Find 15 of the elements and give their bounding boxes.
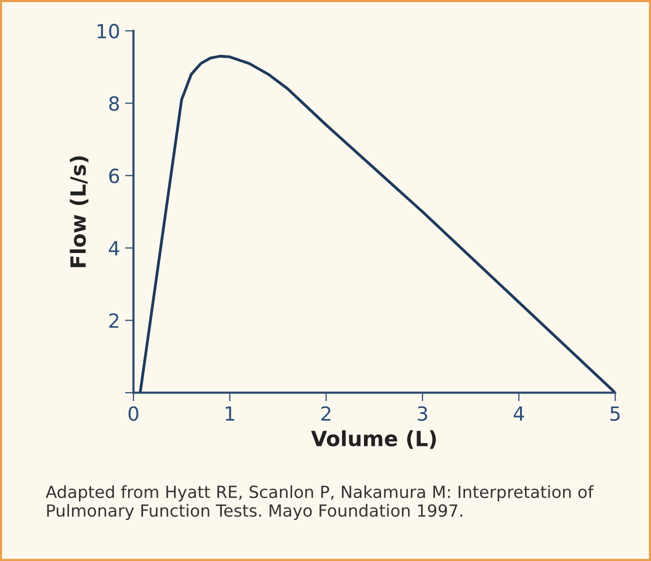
x-tick-label: 0 [128, 406, 138, 421]
y-tick-label: 2 [109, 313, 118, 328]
x-tick-label: 2 [321, 406, 330, 421]
y-tick-label: 8 [109, 96, 119, 111]
x-tick-label: 3 [418, 406, 428, 421]
x-tick-label: 5 [610, 406, 620, 421]
line-series [138, 54, 616, 393]
x-tick-label: 4 [514, 406, 524, 421]
y-axis-title: Flow (L/s) [70, 156, 88, 268]
x-axis-title: Volume (L) [311, 430, 436, 449]
x-tick-label: 1 [226, 406, 234, 421]
y-tick-label: 10 [98, 24, 119, 39]
text: Adapted from Hyatt RE, Scanlon P, Nakamura M: Interpretation of Pulmonary Function Tests. Mayo Foundation 1997. [46, 485, 594, 520]
y-tick-label: 6 [109, 168, 120, 184]
y-tick-label: 4 [108, 241, 120, 256]
